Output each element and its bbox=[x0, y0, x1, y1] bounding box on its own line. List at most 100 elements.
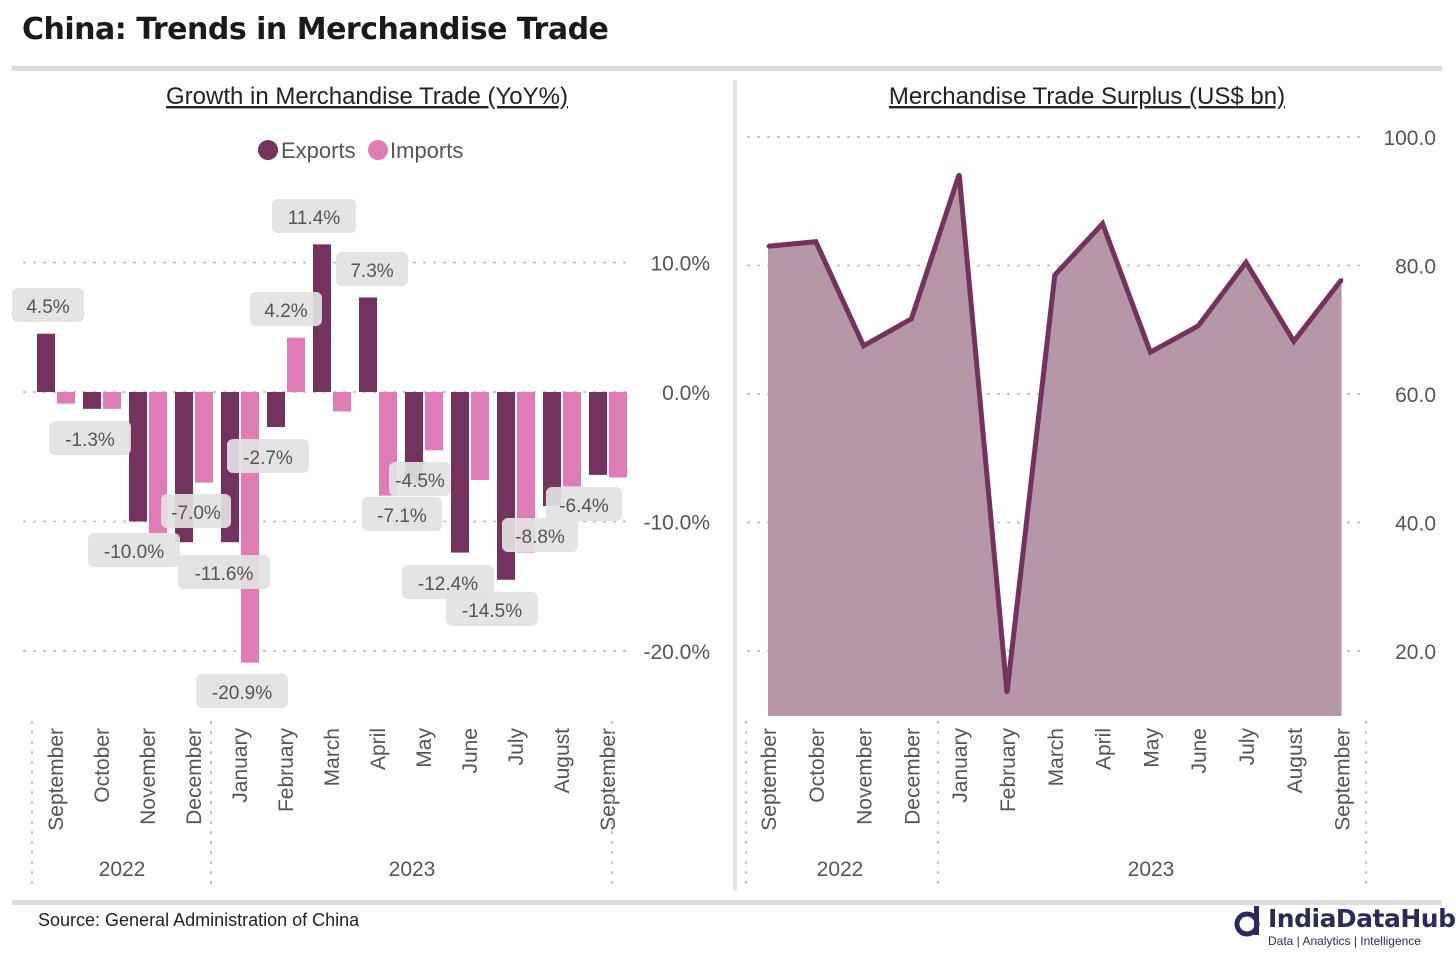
surplus-point-january bbox=[957, 172, 961, 176]
data-label: -11.6% bbox=[195, 564, 254, 585]
surplus-area bbox=[768, 174, 1342, 717]
x-tick-label: May bbox=[413, 728, 436, 768]
source-note: Source: General Administration of China bbox=[38, 910, 360, 930]
surplus-point-may bbox=[1148, 350, 1152, 354]
y-tick-label: 20.0 bbox=[1395, 641, 1436, 664]
bar-exports-may bbox=[405, 392, 423, 484]
surplus-point-february bbox=[1005, 691, 1009, 695]
data-label: -10.0% bbox=[104, 542, 164, 563]
y-tick-label: 100.0 bbox=[1383, 127, 1436, 150]
panel-divider bbox=[733, 80, 737, 890]
data-label-bubble bbox=[272, 199, 356, 233]
x-tick-label: February bbox=[275, 728, 298, 813]
bar-exports-april bbox=[359, 297, 377, 392]
surplus-point-september bbox=[1340, 278, 1344, 282]
bar-exports-june bbox=[451, 392, 469, 553]
x-tick-label: October bbox=[91, 728, 114, 803]
bar-imports-july bbox=[517, 392, 535, 553]
surplus-point-april bbox=[1101, 222, 1105, 226]
data-label-bubble bbox=[178, 555, 270, 589]
y-tick-label: -20.0% bbox=[643, 641, 710, 664]
logo-icon bbox=[1234, 906, 1260, 937]
x-tick-label: March bbox=[1045, 728, 1068, 786]
logo-tagline: Data | Analytics | Intelligence bbox=[1268, 934, 1421, 948]
bar-imports-december bbox=[195, 392, 213, 483]
bar-imports-february bbox=[287, 337, 305, 392]
year-group-label: 2023 bbox=[1128, 858, 1175, 881]
x-tick-label: January bbox=[229, 728, 252, 803]
surplus-point-september bbox=[766, 244, 770, 248]
bar-imports-june bbox=[471, 392, 489, 481]
x-tick-label: September bbox=[45, 728, 68, 831]
bar-imports-september bbox=[609, 392, 627, 478]
data-label: -1.3% bbox=[65, 430, 115, 451]
x-tick-label: March bbox=[321, 728, 344, 786]
bar-imports-march bbox=[333, 392, 351, 412]
x-tick-label: May bbox=[1140, 728, 1163, 768]
surplus-point-june bbox=[1196, 324, 1200, 328]
data-label-bubble bbox=[227, 439, 309, 473]
bar-exports-october bbox=[83, 392, 101, 409]
x-tick-label: November bbox=[137, 728, 160, 825]
data-label-bubble bbox=[446, 592, 538, 626]
x-tick-label: October bbox=[806, 728, 829, 803]
x-tick-label: April bbox=[1093, 728, 1116, 770]
bar-exports-february bbox=[267, 392, 285, 427]
bar-imports-october bbox=[103, 392, 121, 409]
brand-logo[interactable]: IndiaDataHub Data | Analytics | Intellig… bbox=[1232, 900, 1456, 960]
data-label: -6.4% bbox=[559, 496, 609, 517]
data-label: -2.7% bbox=[243, 448, 293, 469]
bar-imports-may bbox=[425, 392, 443, 451]
data-label-bubble bbox=[161, 494, 231, 528]
data-label-bubble bbox=[402, 565, 494, 599]
x-tick-label: July bbox=[1236, 728, 1259, 766]
data-label-bubble bbox=[389, 462, 451, 496]
x-tick-label: April bbox=[367, 728, 390, 770]
bar-imports-january bbox=[241, 392, 259, 663]
data-label: -20.9% bbox=[212, 683, 272, 704]
legend-exports-label: Exports bbox=[281, 138, 356, 163]
logo-name: IndiaDataHub bbox=[1268, 904, 1456, 933]
surplus-point-december bbox=[909, 317, 913, 321]
data-label: 11.4% bbox=[288, 208, 341, 229]
data-label-bubble bbox=[88, 533, 180, 567]
x-tick-label: January bbox=[949, 728, 972, 803]
x-tick-label: February bbox=[997, 728, 1020, 813]
surplus-point-november bbox=[862, 344, 866, 348]
left-chart-title: Growth in Merchandise Trade (YoY%) bbox=[166, 83, 568, 110]
data-label: -4.5% bbox=[395, 471, 445, 492]
footer-divider bbox=[12, 900, 1442, 905]
x-tick-label: December bbox=[183, 728, 206, 825]
y-tick-label: 0.0% bbox=[662, 382, 710, 405]
y-tick-label: 10.0% bbox=[650, 253, 710, 276]
data-label-bubble bbox=[196, 674, 288, 708]
x-tick-label: August bbox=[551, 728, 574, 794]
surplus-point-august bbox=[1292, 339, 1296, 343]
data-label-bubble bbox=[362, 497, 442, 531]
x-tick-label: July bbox=[505, 728, 528, 766]
data-label: -12.4% bbox=[418, 574, 478, 595]
x-tick-label: December bbox=[901, 728, 924, 825]
x-tick-label: August bbox=[1284, 728, 1307, 794]
data-label: 7.3% bbox=[350, 261, 393, 282]
right-chart-title: Merchandise Trade Surplus (US$ bn) bbox=[889, 83, 1285, 110]
data-label-bubble bbox=[336, 252, 408, 286]
bar-exports-september bbox=[589, 392, 607, 475]
data-label: 4.5% bbox=[26, 297, 69, 318]
data-label: -7.1% bbox=[377, 506, 427, 527]
legend-imports-label: Imports bbox=[390, 138, 463, 163]
bar-exports-september bbox=[37, 333, 55, 392]
data-label-bubble bbox=[49, 421, 131, 455]
y-tick-label: -10.0% bbox=[643, 512, 710, 535]
data-label: -14.5% bbox=[462, 601, 522, 622]
data-label: -7.0% bbox=[171, 503, 221, 524]
data-label-bubble bbox=[502, 518, 578, 552]
header-divider bbox=[12, 66, 1442, 71]
bar-exports-august bbox=[543, 392, 561, 506]
data-label: -8.8% bbox=[515, 527, 565, 548]
y-tick-label: 60.0 bbox=[1395, 384, 1436, 407]
data-label-bubble bbox=[546, 487, 622, 521]
x-tick-label: November bbox=[854, 728, 877, 825]
y-tick-label: 80.0 bbox=[1395, 256, 1436, 279]
x-tick-label: June bbox=[459, 728, 482, 774]
